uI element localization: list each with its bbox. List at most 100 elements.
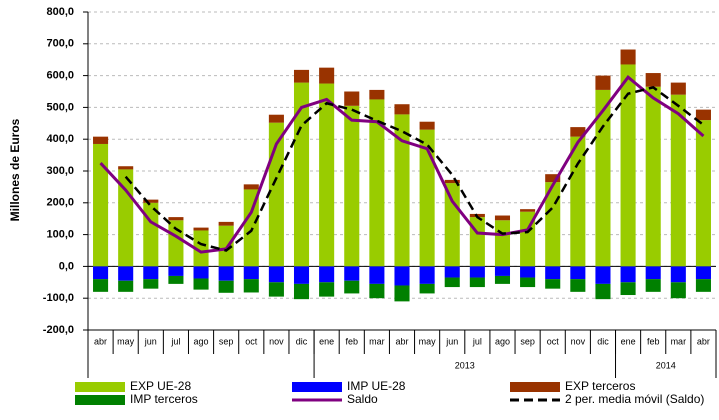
bar — [118, 166, 134, 170]
bar — [469, 277, 485, 288]
x-tick-label: may — [117, 336, 135, 346]
x-tick-label: ene — [319, 336, 334, 346]
bar — [695, 120, 711, 267]
legend-label: 2 per. media móvil (Saldo) — [565, 392, 704, 406]
bar — [93, 136, 109, 144]
bar — [93, 266, 109, 280]
bar — [218, 221, 234, 226]
bar — [394, 114, 410, 267]
legend-label: EXP terceros — [565, 379, 635, 393]
bar — [494, 220, 511, 267]
bar — [369, 89, 385, 100]
bar — [670, 266, 686, 283]
x-tick-label: sep — [520, 336, 535, 346]
legend-label: EXP UE-28 — [130, 379, 191, 393]
bar — [143, 199, 159, 203]
x-tick-label: sep — [219, 336, 234, 346]
bar — [570, 266, 586, 280]
bar — [645, 86, 661, 267]
bar — [695, 109, 711, 121]
bar — [344, 266, 360, 281]
x-tick-label: nov — [571, 336, 586, 346]
legend-label: Saldo — [347, 392, 378, 406]
bar — [193, 230, 209, 267]
bar — [620, 266, 636, 283]
bar — [118, 266, 134, 281]
y-tick-label: 500,0 — [46, 101, 74, 113]
bar — [168, 275, 184, 284]
bar — [268, 282, 284, 297]
legend-swatch — [292, 382, 342, 392]
bar — [545, 266, 561, 280]
y-tick-label: -200,0 — [43, 324, 74, 336]
bar — [545, 279, 561, 289]
bar — [394, 285, 410, 302]
y-tick-label: 600,0 — [46, 70, 74, 82]
bar — [570, 279, 586, 292]
group-label: 2014 — [656, 360, 676, 370]
x-tick-label: jul — [472, 336, 482, 346]
bar — [419, 129, 435, 267]
bar — [444, 179, 460, 184]
bar — [645, 266, 661, 280]
bar — [570, 136, 586, 267]
bar — [93, 143, 109, 267]
x-tick-label: feb — [346, 336, 359, 346]
bar — [494, 215, 511, 221]
bar — [520, 277, 536, 288]
legend-swatch — [510, 382, 560, 392]
legend-swatch — [75, 382, 125, 392]
y-axis-label: Millones de Euros — [8, 118, 22, 221]
x-tick-label: ago — [495, 336, 510, 346]
bar — [218, 225, 234, 267]
x-tick-label: oct — [547, 336, 560, 346]
bar — [695, 279, 711, 292]
bar — [344, 91, 360, 106]
bar — [168, 217, 184, 221]
x-tick-label: mar — [671, 336, 687, 346]
group-label: 2013 — [455, 360, 475, 370]
x-tick-label: nov — [269, 336, 284, 346]
y-tick-label: 100,0 — [46, 229, 74, 241]
bar — [595, 283, 611, 300]
bar — [193, 227, 209, 231]
bar — [93, 279, 109, 292]
x-tick-label: jun — [445, 336, 458, 346]
bar — [369, 266, 385, 284]
bar — [293, 283, 310, 300]
bar — [670, 82, 686, 95]
bar — [293, 82, 310, 267]
x-tick-label: ago — [194, 336, 209, 346]
bar — [419, 283, 435, 294]
bar — [143, 279, 159, 289]
x-tick-label: abr — [395, 336, 408, 346]
bar — [268, 114, 284, 123]
bar — [570, 127, 586, 137]
y-tick-label: -100,0 — [43, 292, 74, 304]
bar — [419, 266, 435, 284]
bar — [218, 266, 234, 281]
bar — [193, 266, 209, 279]
y-tick-label: 300,0 — [46, 165, 74, 177]
line — [124, 86, 705, 252]
bar — [670, 94, 686, 267]
bar — [494, 266, 511, 276]
bar — [319, 266, 335, 283]
bar — [268, 122, 284, 267]
bar — [394, 266, 410, 286]
bar — [319, 67, 335, 84]
y-tick-label: 200,0 — [46, 197, 74, 209]
bar — [645, 279, 661, 292]
bar — [394, 104, 410, 115]
bar — [595, 266, 611, 284]
bar — [645, 73, 661, 87]
legend-label: IMP terceros — [130, 392, 198, 406]
bar — [344, 280, 360, 294]
x-tick-label: abr — [94, 336, 107, 346]
bar — [243, 184, 259, 190]
y-tick-label: 700,0 — [46, 38, 74, 50]
y-tick-label: 0,0 — [59, 260, 74, 272]
line — [99, 75, 705, 254]
bar — [444, 183, 460, 267]
bar — [494, 275, 511, 284]
